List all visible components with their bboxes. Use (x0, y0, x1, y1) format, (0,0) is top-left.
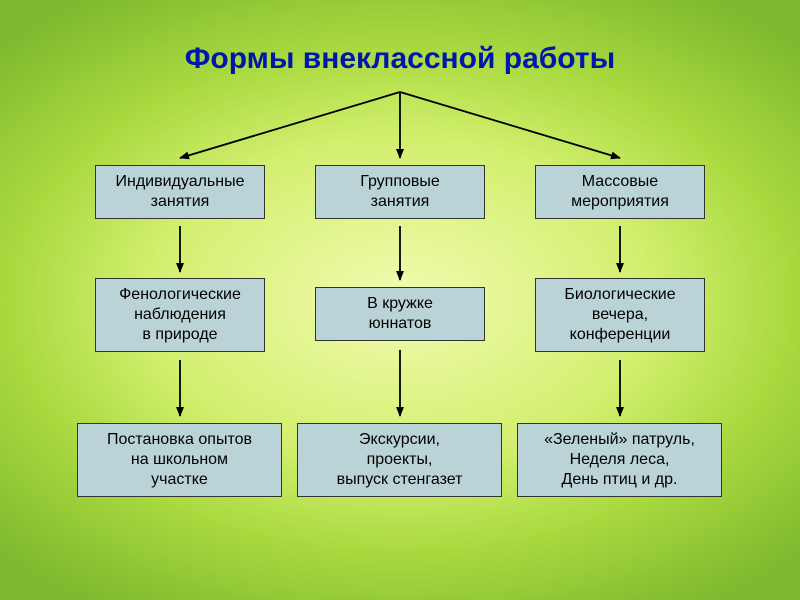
box-mass-events: Массовыемероприятия (535, 165, 705, 219)
box-biology-evenings: Биологическиевечера,конференции (535, 278, 705, 352)
arrow (400, 92, 620, 158)
box-young-naturalists: В кружкеюннатов (315, 287, 485, 341)
box-group-lessons: Групповыезанятия (315, 165, 485, 219)
box-school-garden-exp: Постановка опытовна школьномучастке (77, 423, 282, 497)
diagram-title: Формы внеклассной работы (0, 42, 800, 76)
arrow (180, 92, 400, 158)
box-excursions-projects: Экскурсии,проекты,выпуск стенгазет (297, 423, 502, 497)
diagram-canvas: Формы внеклассной работы Индивидуальныез… (0, 0, 800, 600)
box-phenological-obs: Фенологическиенаблюденияв природе (95, 278, 265, 352)
box-individual-lessons: Индивидуальныезанятия (95, 165, 265, 219)
box-green-patrol-events: «Зеленый» патруль,Неделя леса,День птиц … (517, 423, 722, 497)
